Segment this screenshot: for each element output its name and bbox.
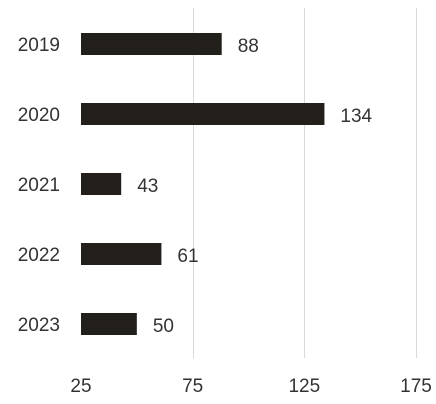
x-tick-label-175: 175 [400,376,432,397]
bar-2020 [81,103,325,125]
gridlines [193,8,417,358]
bar-2023 [81,313,137,335]
category-label-2020: 2020 [18,105,60,126]
x-tick-label-25: 25 [70,376,91,397]
category-labels: 2019 2020 2021 2022 2023 [18,35,60,336]
category-label-2022: 2022 [18,245,60,266]
bar-2021 [81,173,122,195]
category-label-2021: 2021 [18,175,60,196]
bars [81,33,325,335]
x-tick-label-125: 125 [288,376,320,397]
value-label-2021: 43 [137,176,158,197]
x-axis-tick-labels: 25 75 125 175 [70,376,431,397]
value-labels: 88 134 43 61 50 [137,36,372,337]
bar-2019 [81,33,222,55]
value-label-2019: 88 [238,36,259,57]
category-label-2019: 2019 [18,35,60,56]
x-tick-label-75: 75 [182,376,203,397]
bar-2022 [81,243,162,265]
category-label-2023: 2023 [18,315,60,336]
value-label-2023: 50 [153,316,174,337]
value-label-2022: 61 [177,246,198,267]
value-label-2020: 134 [340,106,372,127]
